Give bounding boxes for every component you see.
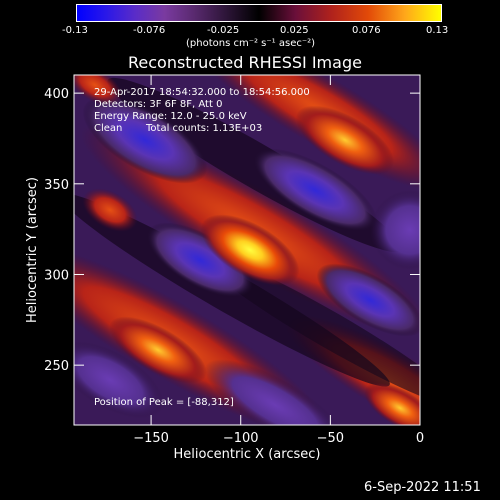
energy-range: Energy Range: 12.0 - 25.0 keV (94, 111, 247, 122)
timestamp: 6-Sep-2022 11:51 (364, 480, 481, 495)
colorbar (76, 4, 442, 22)
algorithm-name: Clean (94, 123, 123, 134)
x-tick-label: −100 (223, 431, 259, 446)
total-counts: Total counts: 1.13E+03 (146, 123, 263, 134)
y-axis: 250 300 350 400 (44, 87, 420, 374)
x-tick-label: −50 (317, 431, 344, 446)
y-tick-label: 400 (44, 87, 69, 102)
colorbar-tick: 0.076 (352, 25, 381, 36)
detectors-info: Detectors: 3F 6F 8F, Att 0 (94, 99, 223, 110)
observation-time: 29-Apr-2017 18:54:32.000 to 18:54:56.000 (94, 87, 310, 98)
y-axis-label: Heliocentric Y (arcsec) (25, 177, 40, 323)
colorbar-tick: 0.13 (426, 25, 449, 36)
x-axis: −150 −100 −50 0 (133, 75, 424, 446)
y-tick-label: 250 (44, 359, 69, 374)
x-axis-label: Heliocentric X (arcsec) (174, 447, 321, 462)
y-tick-label: 300 (44, 268, 69, 283)
chart-title: Reconstructed RHESSI Image (128, 53, 362, 72)
colorbar-tick: -0.13 (62, 25, 88, 36)
colorbar-tick: 0.025 (280, 25, 309, 36)
colorbar-unit: (photons cm⁻² s⁻¹ asec⁻²) (186, 38, 316, 49)
peak-position: Position of Peak = [-88,312] (94, 397, 234, 408)
colorbar-tick: -0.025 (207, 25, 240, 36)
x-tick-label: −150 (133, 431, 169, 446)
y-tick-label: 350 (44, 178, 69, 193)
colorbar-tick: -0.076 (133, 25, 166, 36)
x-tick-label: 0 (416, 431, 424, 446)
